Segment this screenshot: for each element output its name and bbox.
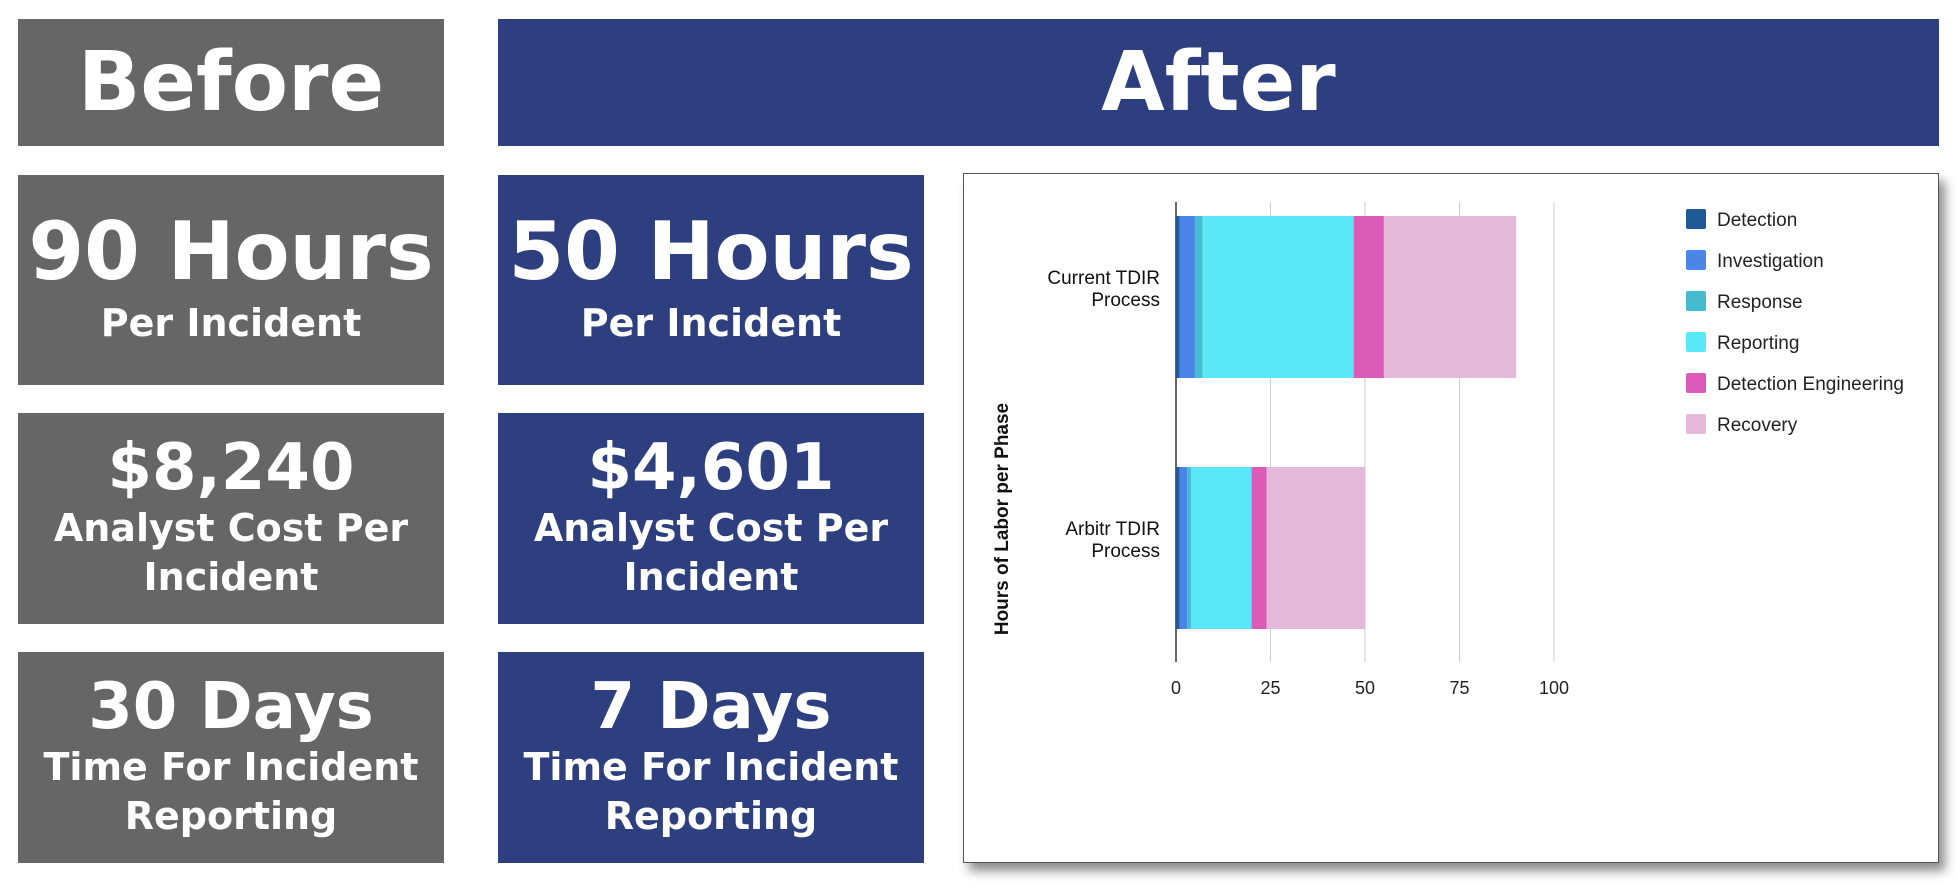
after-cost-label-line2: Incident [623, 554, 799, 599]
before-hours-label: Per Incident [100, 301, 362, 346]
after-hours-card: 50 Hours Per Incident [498, 175, 924, 385]
legend-item-label: Recovery [1717, 415, 1798, 436]
before-hours-card: 90 Hours Per Incident [18, 175, 444, 385]
legend-swatch [1686, 332, 1706, 352]
bar-segment-response [1194, 216, 1203, 378]
bar-segment-reporting [1202, 216, 1354, 378]
after-cost-label-line1: Analyst Cost Per [533, 505, 889, 550]
before-hours-value: 90 Hours [28, 205, 434, 299]
legend-swatch [1686, 291, 1706, 311]
before-cost-value: $8,240 [107, 430, 355, 505]
bar-segment-recovery [1383, 216, 1517, 378]
before-cost-label-line2: Incident [143, 554, 319, 599]
after-days-card: 7 Days Time For Incident Reporting [498, 652, 924, 863]
before-days-value: 30 Days [88, 669, 374, 744]
after-hours-label: Per Incident [580, 301, 842, 346]
bar-segment-detection [1176, 467, 1180, 629]
before-cost-label-line1: Analyst Cost Per [53, 505, 409, 550]
y-axis-title: Hours of Labor per Phase [992, 403, 1013, 635]
bar-segment-investigation [1179, 216, 1195, 378]
bar-segment-recovery [1266, 467, 1365, 629]
bar-segment-detection-engineering [1353, 216, 1384, 378]
after-header-title: After [1101, 34, 1336, 130]
legend-item-label: Response [1717, 292, 1803, 313]
after-days-value: 7 Days [590, 669, 832, 744]
after-cost-card: $4,601 Analyst Cost Per Incident [498, 413, 924, 624]
x-tick-label: 75 [1449, 678, 1469, 698]
legend-swatch [1686, 414, 1706, 434]
legend-swatch [1686, 373, 1706, 393]
x-tick-label: 25 [1260, 678, 1280, 698]
category-label: Current TDIR [1047, 268, 1160, 289]
chart-panel: 0 25 50 75 100 Current TDIR Process Arbitr TDIR… [963, 173, 1939, 863]
after-hours-value: 50 Hours [508, 205, 914, 299]
category-label: Process [1091, 541, 1160, 562]
before-header: Before [18, 19, 444, 146]
legend-swatch [1686, 209, 1706, 229]
bar-segment-detection [1176, 216, 1180, 378]
legend-item-label: Detection [1717, 210, 1797, 231]
after-header: After [498, 19, 1939, 146]
bar-segment-reporting [1191, 467, 1252, 629]
x-tick-label: 0 [1171, 678, 1181, 698]
after-days-label-line2: Reporting [604, 793, 818, 838]
before-header-title: Before [77, 34, 385, 130]
legend-item-label: Detection Engineering [1717, 374, 1904, 395]
after-cost-value: $4,601 [587, 430, 835, 505]
legend-swatch [1686, 250, 1706, 270]
legend-item-label: Investigation [1717, 251, 1824, 272]
before-days-card: 30 Days Time For Incident Reporting [18, 652, 444, 863]
x-tick-label: 100 [1539, 678, 1569, 698]
category-label: Arbitr TDIR [1065, 519, 1160, 540]
category-label: Process [1091, 290, 1160, 311]
bar-segment-response [1187, 467, 1192, 629]
x-tick-label: 50 [1355, 678, 1375, 698]
bar-segment-investigation [1179, 467, 1188, 629]
before-days-label-line1: Time For Incident [43, 744, 419, 789]
bar-segment-detection-engineering [1251, 467, 1267, 629]
before-days-label-line2: Reporting [124, 793, 338, 838]
after-days-label-line1: Time For Incident [523, 744, 899, 789]
before-cost-card: $8,240 Analyst Cost Per Incident [18, 413, 444, 624]
legend-item-label: Reporting [1717, 333, 1799, 354]
